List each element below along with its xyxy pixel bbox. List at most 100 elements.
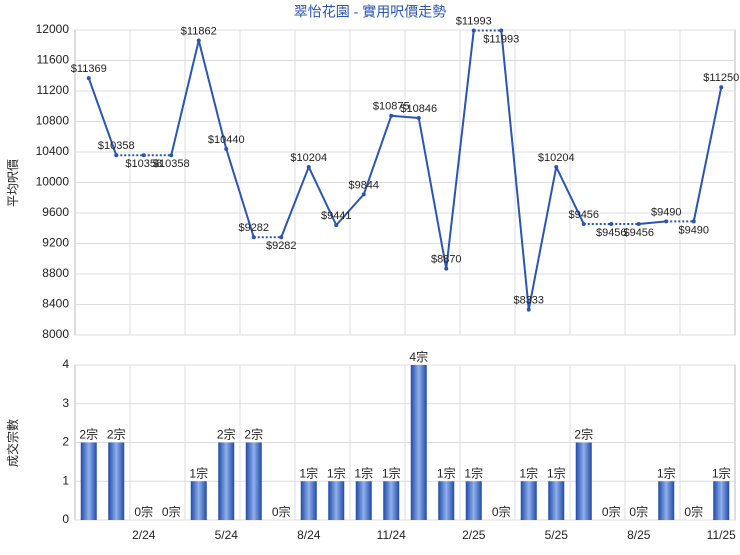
line-segment — [197, 40, 228, 150]
y-tick-label: 9200 — [42, 236, 69, 250]
data-label: $10204 — [290, 152, 327, 164]
x-tick-label: 5/25 — [545, 528, 569, 542]
data-label: $9441 — [321, 210, 352, 222]
data-label: 0宗 — [134, 504, 153, 519]
data-label: $11369 — [71, 63, 107, 75]
point — [609, 221, 614, 226]
point — [444, 266, 449, 271]
data-label: 2宗 — [244, 427, 263, 442]
data-label: $10358 — [98, 140, 135, 152]
y-tick-label: 10800 — [36, 114, 70, 128]
point — [664, 219, 669, 224]
y-tick-label: 8000 — [42, 327, 69, 341]
point — [141, 153, 146, 158]
point — [361, 192, 366, 197]
point — [306, 164, 311, 169]
data-label: 1宗 — [547, 465, 566, 480]
data-label: $9456 — [568, 209, 599, 221]
point — [196, 38, 201, 43]
data-label: $11993 — [456, 15, 492, 27]
line-segment — [391, 114, 419, 119]
line-segment — [87, 77, 118, 156]
data-label: 1宗 — [382, 465, 401, 480]
y-axis-label: 平均呎價 — [6, 159, 20, 207]
y-tick-label: 10000 — [36, 175, 70, 189]
data-label: $10358 — [125, 158, 162, 170]
data-label: 0宗 — [492, 504, 511, 519]
line-segment — [445, 30, 475, 269]
bar — [438, 481, 455, 520]
bar — [658, 481, 675, 520]
data-label: 0宗 — [162, 504, 181, 519]
data-label: $9456 — [623, 227, 654, 239]
point — [719, 85, 724, 90]
data-label: 4宗 — [409, 349, 428, 364]
data-label: 1宗 — [437, 465, 456, 480]
bar — [80, 442, 97, 520]
point — [691, 219, 696, 224]
data-label: $11862 — [181, 25, 217, 37]
point — [416, 115, 421, 120]
data-label: $8333 — [513, 295, 544, 307]
bar — [355, 481, 372, 520]
x-tick-label: 2/25 — [462, 528, 486, 542]
data-label: $10875 — [373, 101, 410, 113]
data-label: 1宗 — [354, 465, 373, 480]
y-tick-label: 1 — [62, 473, 69, 487]
line-segment — [555, 166, 585, 225]
bar — [520, 481, 537, 520]
data-label: 2宗 — [79, 427, 98, 442]
x-tick-label: 11/24 — [377, 528, 406, 542]
y-tick-label: 11600 — [37, 53, 70, 67]
line-segment — [417, 117, 448, 269]
data-label: 0宗 — [684, 504, 703, 519]
point — [251, 235, 256, 240]
bar — [465, 481, 482, 520]
line-segment — [307, 166, 338, 226]
y-tick-label: 8800 — [42, 266, 69, 280]
y-tick-label: 12000 — [36, 22, 70, 36]
data-label: 1宗 — [464, 465, 483, 480]
data-label: 2宗 — [574, 427, 593, 442]
line-segment — [500, 30, 530, 310]
point — [581, 221, 586, 226]
bar — [548, 481, 565, 520]
data-label: 0宗 — [272, 504, 291, 519]
data-label: 1宗 — [299, 465, 318, 480]
data-label: 2宗 — [217, 427, 236, 442]
line-segment — [362, 115, 393, 195]
point — [114, 153, 119, 158]
bar — [218, 442, 235, 520]
line-segment — [225, 148, 255, 238]
x-tick-label: 8/25 — [627, 528, 651, 542]
data-label: 1宗 — [189, 465, 208, 480]
point — [279, 235, 284, 240]
point — [471, 28, 476, 33]
bar — [713, 481, 730, 520]
y-tick-label: 2 — [62, 435, 69, 449]
data-label: $11993 — [483, 33, 519, 45]
line-segment — [170, 40, 200, 156]
x-tick-label: 8/24 — [297, 528, 321, 542]
bar — [108, 442, 125, 520]
data-label: 1宗 — [657, 465, 676, 480]
data-label: $9490 — [678, 224, 709, 236]
point — [554, 164, 559, 169]
data-label: $10846 — [400, 103, 437, 115]
bar — [383, 481, 400, 520]
data-label: $10440 — [208, 134, 245, 146]
data-label: $10358 — [153, 158, 190, 170]
data-label: $9844 — [348, 179, 379, 191]
point — [389, 113, 394, 118]
point — [169, 153, 174, 158]
data-label: $9282 — [238, 222, 269, 234]
data-label: 1宗 — [712, 465, 731, 480]
bar — [575, 442, 592, 520]
data-label: $10204 — [538, 152, 575, 164]
line-segment — [280, 166, 310, 238]
x-tick-label: 2/24 — [132, 528, 156, 542]
bar — [328, 481, 345, 520]
data-label: $11250 — [703, 72, 739, 84]
bar — [190, 481, 207, 520]
